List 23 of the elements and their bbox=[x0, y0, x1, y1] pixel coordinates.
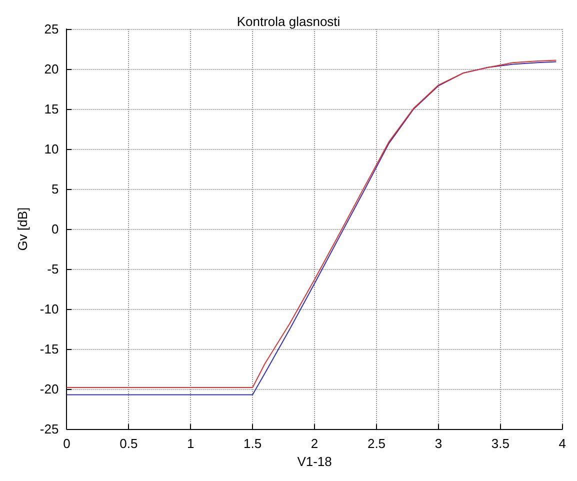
y-tick-label: -20 bbox=[40, 382, 59, 397]
y-axis-title: Gv [dB] bbox=[15, 207, 30, 251]
x-tick-label: 2 bbox=[310, 436, 318, 452]
x-tick-label: 1.5 bbox=[244, 436, 262, 452]
y-tick-label: -5 bbox=[47, 262, 59, 277]
x-tick-label: 0.5 bbox=[120, 436, 138, 452]
y-tick-label: -10 bbox=[40, 302, 59, 317]
y-tick-label: -25 bbox=[40, 422, 59, 437]
x-tick-label: 1 bbox=[186, 436, 194, 452]
x-tick-label: 2.5 bbox=[367, 436, 386, 452]
y-tick-label: 15 bbox=[44, 102, 59, 117]
x-tick-label: 0 bbox=[63, 436, 70, 452]
x-tick-label: 3.5 bbox=[491, 436, 510, 452]
y-tick-label: 5 bbox=[51, 182, 59, 197]
x-tick-label: 3 bbox=[434, 436, 442, 452]
y-tick-label: 10 bbox=[44, 142, 59, 157]
y-tick-label: 25 bbox=[44, 22, 59, 36]
x-axis-title: V1-18 bbox=[297, 454, 332, 469]
y-tick-label: 20 bbox=[44, 62, 59, 77]
x-tick-label: 4 bbox=[558, 436, 566, 452]
y-tick-label: -15 bbox=[40, 342, 59, 357]
chart-title: Kontrola glasnosti bbox=[236, 14, 340, 29]
y-tick-label: 0 bbox=[51, 222, 59, 237]
